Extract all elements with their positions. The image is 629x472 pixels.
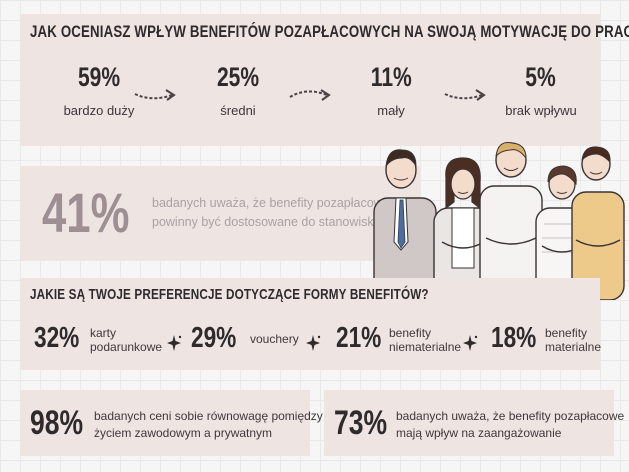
pref-gift-cards-value: 32% xyxy=(34,322,80,354)
stat-very-high-label: bardzo duży xyxy=(63,103,135,118)
stat-low-label: mały xyxy=(377,103,405,118)
pref-nonmaterial-line-2: niematerialne xyxy=(389,340,462,354)
work-life-balance-line-1: badanych ceni sobie równowagę pomiędzy xyxy=(94,409,323,423)
curved-arrow-icon xyxy=(134,89,176,101)
motivation-panel xyxy=(20,14,600,146)
pref-vouchers-line-1: vouchery xyxy=(250,332,299,346)
work-life-balance-value: 98% xyxy=(30,404,84,442)
stat-low-value: 11% xyxy=(370,62,412,92)
preferences-question: JAKIE SĄ TWOJE PREFERENCJE DOTYCZĄCE FOR… xyxy=(30,286,429,303)
business-team-illustration xyxy=(373,142,625,300)
pref-material-value: 18% xyxy=(491,322,537,354)
engagement-panel xyxy=(324,390,614,456)
role-adjustment-text: badanych uważa, że benefity pozapłacowe … xyxy=(152,194,392,232)
motivation-question: JAK OCENIASZ WPŁYW BENEFITÓW POZAPŁACOWY… xyxy=(30,22,629,41)
stat-medium-value: 25% xyxy=(216,62,260,92)
pref-material-label: benefity materialne xyxy=(545,326,601,354)
stat-none-label: brak wpływu xyxy=(505,103,577,118)
pref-gift-cards-label: karty podarunkowe xyxy=(90,326,162,354)
pref-material-line-2: materialne xyxy=(545,340,602,354)
pref-vouchers-value: 29% xyxy=(191,322,237,354)
curved-arrow-icon xyxy=(444,89,486,101)
pref-nonmaterial-label: benefity niematerialne xyxy=(389,326,461,354)
role-adjustment-value: 41% xyxy=(42,181,130,244)
pref-vouchers-label: vouchery xyxy=(250,332,299,346)
pref-nonmaterial-value: 21% xyxy=(336,322,382,354)
sparkle-icon xyxy=(167,335,182,351)
work-life-balance-panel xyxy=(20,390,310,456)
role-adjustment-line-2: powinny być dostosowane do stanowiska xyxy=(152,215,381,229)
pref-gift-cards-line-1: karty xyxy=(90,326,117,340)
preferences-panel xyxy=(20,278,600,370)
work-life-balance-line-2: życiem zawodowym a prywatnym xyxy=(94,426,273,440)
stat-none-value: 5% xyxy=(525,62,557,92)
pref-nonmaterial-line-1: benefity xyxy=(389,326,432,340)
sparkle-icon xyxy=(463,335,478,351)
role-adjustment-panel xyxy=(20,166,420,260)
engagement-line-1: badanych uważa, że benefity pozapłacowe xyxy=(396,409,625,423)
stat-very-high-value: 59% xyxy=(77,62,121,92)
curved-arrow-icon xyxy=(289,89,331,101)
engagement-line-2: mają wpływ na zaangażowanie xyxy=(396,426,562,440)
stat-medium-label: średni xyxy=(220,103,256,118)
pref-material-line-1: benefity xyxy=(545,326,588,340)
work-life-balance-text: badanych ceni sobie równowagę pomiędzy ż… xyxy=(94,408,323,442)
sparkle-icon xyxy=(306,335,321,351)
engagement-text: badanych uważa, że benefity pozapłacowe … xyxy=(396,408,624,442)
role-adjustment-line-1: badanych uważa, że benefity pozapłacowe xyxy=(152,196,390,210)
pref-gift-cards-line-2: podarunkowe xyxy=(90,340,163,354)
engagement-value: 73% xyxy=(334,404,388,442)
